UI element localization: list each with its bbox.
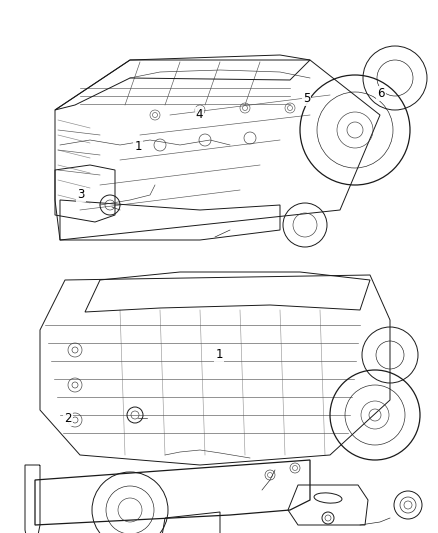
- Text: 6: 6: [377, 87, 385, 100]
- Text: 1: 1: [134, 140, 142, 153]
- Text: 2: 2: [64, 412, 72, 425]
- Text: 3: 3: [78, 188, 85, 201]
- Text: 1: 1: [215, 348, 223, 361]
- Text: 5: 5: [303, 92, 310, 105]
- Text: 4: 4: [195, 108, 203, 121]
